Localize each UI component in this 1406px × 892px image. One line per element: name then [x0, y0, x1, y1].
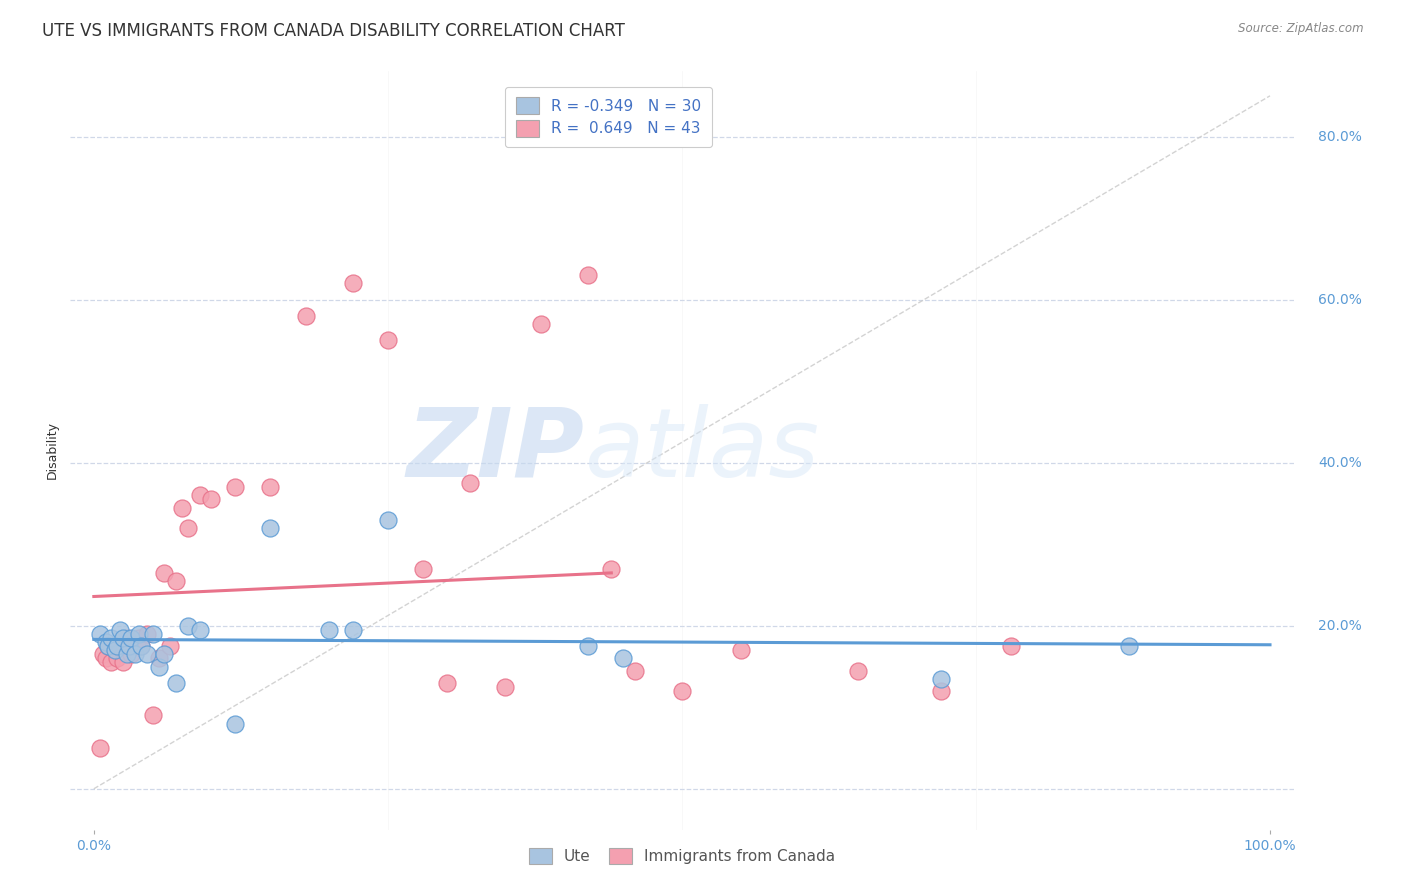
- Point: [318, 623, 340, 637]
- Point: [177, 521, 200, 535]
- Point: [153, 566, 176, 580]
- Point: [177, 619, 200, 633]
- Point: [576, 639, 599, 653]
- Point: [94, 635, 117, 649]
- Point: [259, 480, 281, 494]
- Point: [100, 631, 122, 645]
- Y-axis label: Disability: Disability: [45, 421, 59, 480]
- Point: [165, 574, 187, 588]
- Point: [97, 639, 120, 653]
- Point: [495, 680, 517, 694]
- Text: 80.0%: 80.0%: [1317, 129, 1362, 144]
- Point: [89, 741, 111, 756]
- Point: [436, 675, 458, 690]
- Point: [104, 643, 127, 657]
- Point: [846, 664, 869, 678]
- Point: [118, 639, 141, 653]
- Point: [120, 631, 143, 645]
- Point: [224, 480, 246, 494]
- Point: [105, 651, 128, 665]
- Point: [129, 639, 152, 653]
- Point: [188, 623, 211, 637]
- Text: 60.0%: 60.0%: [1317, 293, 1362, 307]
- Point: [128, 631, 150, 645]
- Point: [148, 651, 170, 665]
- Point: [135, 647, 157, 661]
- Point: [412, 562, 434, 576]
- Point: [224, 716, 246, 731]
- Point: [89, 627, 111, 641]
- Point: [129, 639, 152, 653]
- Point: [170, 500, 193, 515]
- Point: [624, 664, 647, 678]
- Point: [200, 492, 222, 507]
- Point: [159, 639, 181, 653]
- Point: [342, 277, 364, 291]
- Point: [600, 562, 623, 576]
- Point: [294, 309, 316, 323]
- Point: [377, 513, 399, 527]
- Point: [94, 651, 117, 665]
- Point: [124, 639, 146, 653]
- Point: [142, 708, 165, 723]
- Point: [91, 647, 114, 661]
- Point: [108, 639, 131, 653]
- Point: [112, 631, 135, 645]
- Text: Source: ZipAtlas.com: Source: ZipAtlas.com: [1239, 22, 1364, 36]
- Point: [188, 488, 211, 502]
- Point: [612, 651, 634, 665]
- Point: [97, 639, 120, 653]
- Point: [118, 639, 141, 653]
- Text: ZIP: ZIP: [406, 404, 583, 497]
- Point: [1000, 639, 1022, 653]
- Point: [153, 647, 176, 661]
- Point: [165, 675, 187, 690]
- Point: [929, 672, 952, 686]
- Text: UTE VS IMMIGRANTS FROM CANADA DISABILITY CORRELATION CHART: UTE VS IMMIGRANTS FROM CANADA DISABILITY…: [42, 22, 626, 40]
- Point: [115, 631, 138, 645]
- Point: [128, 627, 150, 641]
- Point: [530, 317, 553, 331]
- Point: [135, 627, 157, 641]
- Point: [342, 623, 364, 637]
- Text: atlas: atlas: [583, 404, 820, 497]
- Point: [108, 623, 131, 637]
- Point: [148, 659, 170, 673]
- Text: 40.0%: 40.0%: [1317, 456, 1362, 470]
- Point: [105, 639, 128, 653]
- Text: 20.0%: 20.0%: [1317, 619, 1362, 632]
- Point: [458, 476, 481, 491]
- Point: [112, 656, 135, 670]
- Point: [929, 684, 952, 698]
- Point: [100, 656, 122, 670]
- Point: [120, 647, 143, 661]
- Point: [1118, 639, 1140, 653]
- Point: [671, 684, 693, 698]
- Point: [104, 643, 127, 657]
- Point: [730, 643, 752, 657]
- Point: [377, 334, 399, 348]
- Point: [259, 521, 281, 535]
- Point: [576, 268, 599, 282]
- Legend: Ute, Immigrants from Canada: Ute, Immigrants from Canada: [517, 837, 846, 875]
- Point: [142, 627, 165, 641]
- Point: [124, 647, 146, 661]
- Point: [115, 647, 138, 661]
